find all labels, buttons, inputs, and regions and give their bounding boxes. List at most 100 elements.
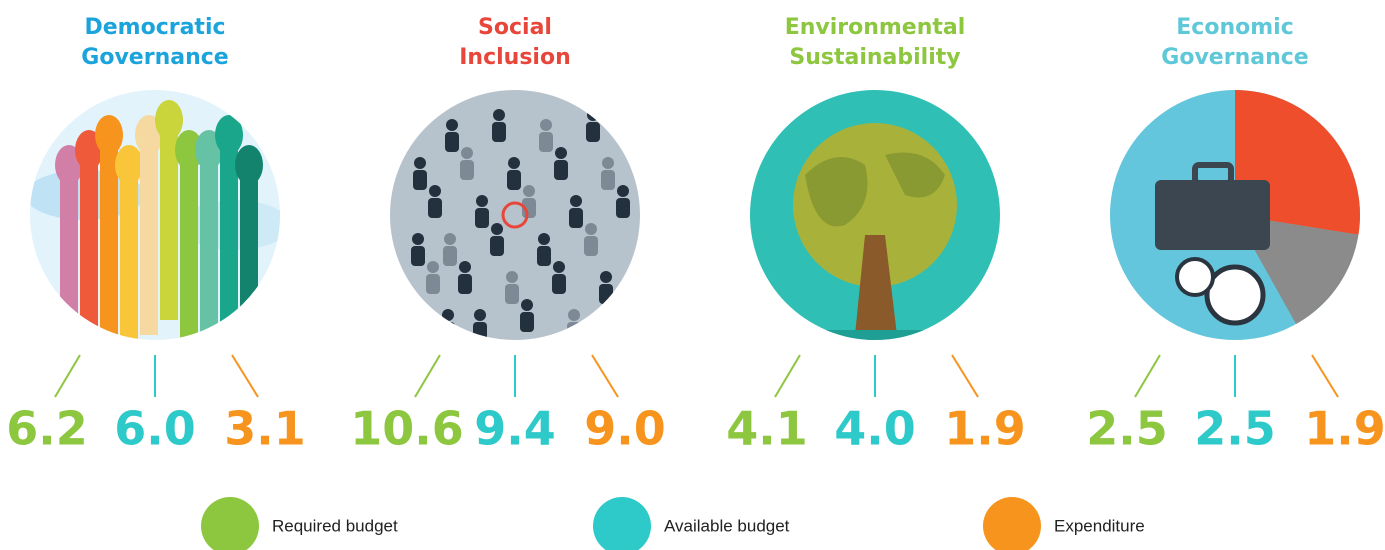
arm [140, 135, 158, 335]
person-head [508, 157, 520, 169]
connector [952, 355, 978, 397]
person-body [539, 132, 553, 152]
person-body [443, 246, 457, 266]
person-body [458, 274, 472, 294]
person-head [474, 309, 486, 321]
person-body [490, 236, 504, 256]
person-head [399, 109, 411, 121]
person-head [600, 271, 612, 283]
person-body [445, 132, 459, 152]
person-body [473, 322, 487, 342]
person-head [538, 233, 550, 245]
budget-value: 9.4 [474, 402, 556, 456]
budget-value: 3.1 [224, 402, 306, 456]
legend-swatch [983, 497, 1041, 550]
connector [775, 355, 800, 397]
panel-title: Governance [81, 45, 228, 70]
panel-title: Environmental [785, 15, 966, 40]
legend-swatch [201, 497, 259, 550]
person-body [584, 236, 598, 256]
person-body [569, 208, 583, 228]
person-body [586, 122, 600, 142]
legend-label: Required budget [272, 516, 398, 535]
budget-value: 9.0 [584, 402, 666, 456]
person-body [507, 170, 521, 190]
illustration [750, 90, 1000, 350]
illustration [1110, 90, 1362, 340]
budget-value: 4.1 [726, 402, 808, 456]
legend-label: Expenditure [1054, 516, 1145, 535]
person-head [585, 223, 597, 235]
briefcase [1155, 180, 1270, 250]
person-head [540, 119, 552, 131]
budget-value: 1.9 [1304, 402, 1385, 456]
arm [200, 150, 218, 350]
person-body [616, 198, 630, 218]
person-head [444, 233, 456, 245]
person-head [412, 233, 424, 245]
panel-title: Democratic [84, 15, 225, 40]
arm [80, 150, 98, 350]
person-body [601, 170, 615, 190]
person-head [493, 109, 505, 121]
hand [215, 115, 243, 155]
legend-label: Available budget [664, 516, 790, 535]
arm [180, 150, 198, 350]
connector [1312, 355, 1338, 397]
budget-value: 6.2 [6, 402, 88, 456]
hand [95, 115, 123, 155]
person-body [537, 246, 551, 266]
person-head [615, 299, 627, 311]
panel-title: Economic [1176, 15, 1293, 40]
person-head [446, 119, 458, 131]
person-body [492, 122, 506, 142]
budget-value: 2.5 [1086, 402, 1168, 456]
budget-value: 2.5 [1194, 402, 1276, 456]
budget-value: 1.9 [944, 402, 1026, 456]
person-head [442, 309, 454, 321]
person-body [599, 284, 613, 304]
person-head [414, 157, 426, 169]
hand [235, 145, 263, 185]
connector [55, 355, 80, 397]
budget-value: 4.0 [834, 402, 916, 456]
illustration [390, 90, 640, 342]
person-body [475, 208, 489, 228]
arm [60, 165, 78, 365]
person-body [554, 160, 568, 180]
person-head [491, 223, 503, 235]
legend-swatch [593, 497, 651, 550]
person-body [520, 312, 534, 332]
person-head [587, 109, 599, 121]
person-head [459, 261, 471, 273]
person-head [570, 195, 582, 207]
person-body [441, 322, 455, 342]
person-head [553, 261, 565, 273]
panel-title: Inclusion [459, 45, 571, 70]
person-body [426, 274, 440, 294]
connector [232, 355, 258, 397]
person-head [617, 185, 629, 197]
person-head [461, 147, 473, 159]
illustration [25, 90, 290, 365]
person-head [427, 261, 439, 273]
person-body [505, 284, 519, 304]
person-head [555, 147, 567, 159]
person-body [460, 160, 474, 180]
connector [415, 355, 440, 397]
panel-title: Social [478, 15, 552, 40]
arm [120, 165, 138, 365]
connector [592, 355, 618, 397]
person-head [568, 309, 580, 321]
person-head [602, 157, 614, 169]
arm [240, 165, 258, 365]
panel-title: Governance [1161, 45, 1308, 70]
panel-title: Sustainability [789, 45, 960, 70]
person-body [552, 274, 566, 294]
ground [750, 330, 1000, 350]
person-head [476, 195, 488, 207]
person-body [413, 170, 427, 190]
person-head [429, 185, 441, 197]
person-body [411, 246, 425, 266]
infographic: DemocraticGovernance6.26.03.1SocialInclu… [0, 0, 1385, 550]
